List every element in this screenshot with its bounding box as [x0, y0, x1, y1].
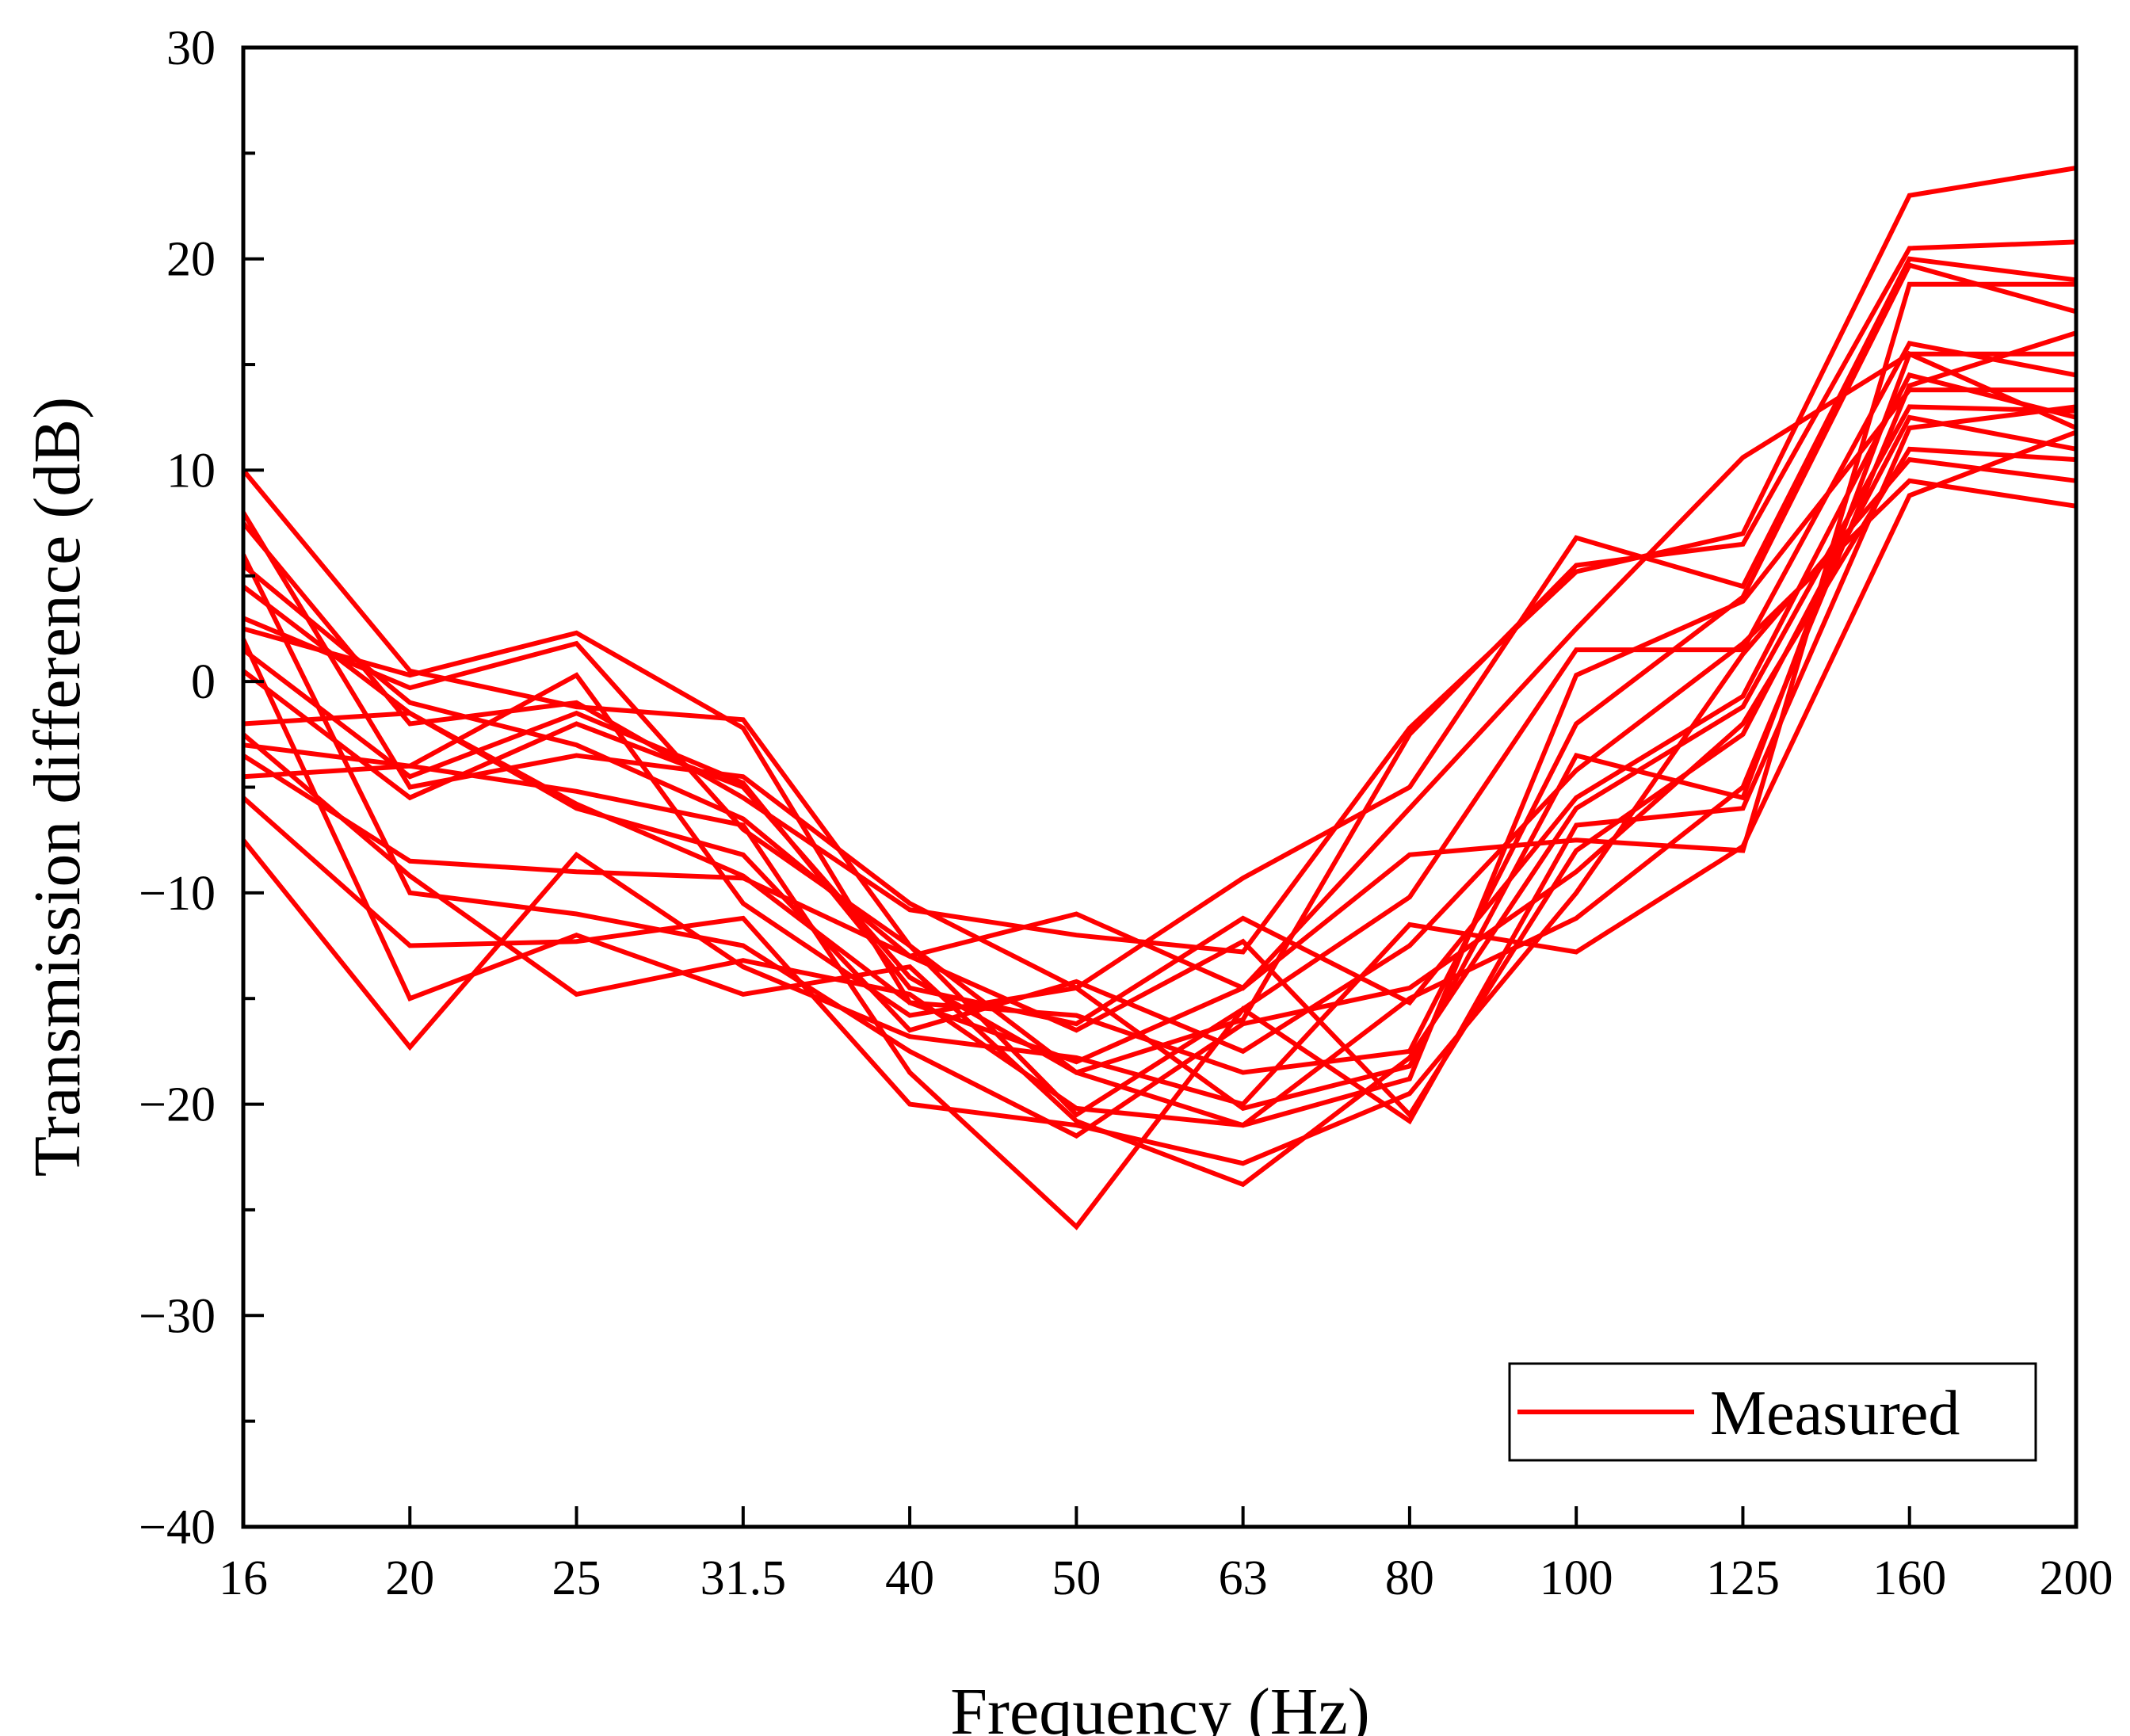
y-tick-labels: 30 20 10 0 −10 −20 −30 −40 — [139, 21, 216, 1555]
y-tick-label: 30 — [166, 21, 216, 75]
x-tick-label: 200 — [2040, 1551, 2113, 1605]
y-tick-label: 20 — [166, 233, 216, 287]
x-tick-labels: 16 20 25 31.5 40 50 63 80 100 125 160 200 — [219, 1551, 2113, 1605]
series-line-6 — [242, 341, 2077, 1118]
series-line-3 — [241, 166, 2077, 955]
x-tick-label: 20 — [385, 1551, 434, 1605]
series-line-17 — [241, 404, 2077, 1188]
y-axis-title: Transmission difference (dB) — [21, 397, 94, 1177]
series-line-10 — [242, 478, 2077, 1055]
series-line-2 — [241, 256, 2077, 991]
y-tick-label: 0 — [191, 655, 216, 709]
series-line-18 — [242, 330, 2077, 1128]
y-tick-label: −10 — [139, 867, 216, 921]
x-tick-label: 63 — [1219, 1551, 1268, 1605]
series-line-9 — [242, 387, 2076, 1128]
x-tick-label: 16 — [219, 1551, 268, 1605]
legend-label: Measured — [1710, 1379, 1960, 1448]
series-line-7 — [242, 262, 2077, 1075]
x-axis-title: Frequency (Hz) — [950, 1675, 1369, 1736]
x-tick-label: 50 — [1052, 1551, 1101, 1605]
y-tick-label: −20 — [139, 1078, 216, 1132]
x-tick-label: 31.5 — [700, 1551, 787, 1605]
x-tick-label: 40 — [885, 1551, 934, 1605]
series-line-8 — [242, 372, 2077, 1027]
series-line-14 — [242, 456, 2077, 1166]
plot-frame — [241, 45, 2078, 1529]
y-tick-label: −40 — [139, 1501, 216, 1555]
legend: Measured — [1508, 1362, 2037, 1462]
x-tick-label: 100 — [1540, 1551, 1613, 1605]
y-tick-label: 10 — [166, 444, 216, 498]
x-tick-label: 160 — [1872, 1551, 1946, 1605]
x-tick-label: 25 — [552, 1551, 601, 1605]
x-tick-label: 125 — [1706, 1551, 1780, 1605]
series-layer — [241, 166, 2078, 1230]
y-tick-label: −30 — [139, 1289, 216, 1343]
x-tick-label: 80 — [1385, 1551, 1434, 1605]
series-line-16 — [241, 446, 2077, 1139]
